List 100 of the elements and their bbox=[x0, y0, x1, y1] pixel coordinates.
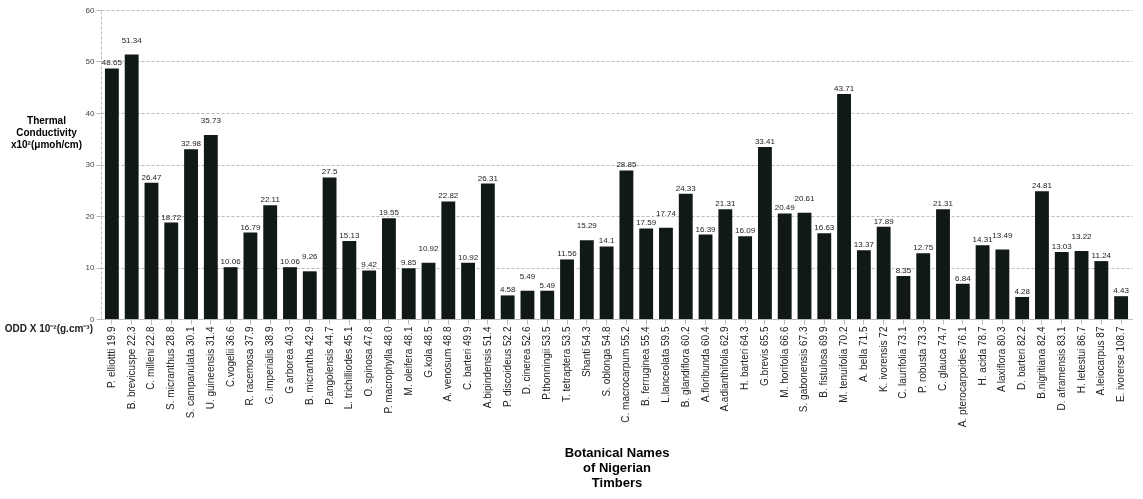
y-tick-label: 0 bbox=[90, 314, 96, 324]
data-label: 13.49 bbox=[992, 230, 1013, 240]
data-label: 16.39 bbox=[695, 224, 717, 234]
y-axis-title: Thermal Conductivity x10²(μmoh/cm) bbox=[10, 114, 83, 150]
bar bbox=[164, 222, 179, 319]
data-label: 48.65 bbox=[101, 58, 123, 68]
data-label: 11.56 bbox=[557, 249, 578, 259]
bar bbox=[995, 249, 1010, 319]
bar bbox=[184, 149, 198, 319]
data-label: 24.33 bbox=[675, 183, 697, 193]
data-label: 28.85 bbox=[616, 160, 637, 170]
data-label: 9.85 bbox=[400, 258, 418, 268]
x-tick-label: A. bella 71.5 bbox=[857, 326, 869, 383]
bar bbox=[698, 234, 713, 319]
x-tick-label: Shanti 54.3 bbox=[580, 326, 592, 378]
data-label: 43.71 bbox=[834, 83, 855, 93]
bar bbox=[560, 259, 574, 319]
data-label: 10.92 bbox=[418, 243, 440, 253]
bar bbox=[362, 270, 377, 319]
bar bbox=[382, 218, 396, 319]
bar bbox=[955, 283, 970, 319]
x-tick-label: C. glauca 74.7 bbox=[937, 326, 949, 391]
bar bbox=[342, 241, 357, 319]
bar bbox=[1054, 251, 1069, 319]
bar bbox=[619, 170, 634, 319]
bar bbox=[757, 146, 772, 319]
bar bbox=[1015, 296, 1030, 319]
x-axis-title: Botanical Names of Nigerian Timbers bbox=[564, 445, 670, 491]
data-label: 16.09 bbox=[735, 226, 756, 236]
text: ODD X 10⁻²(g.cm⁻³) bbox=[4, 323, 93, 334]
data-label: 13.37 bbox=[853, 240, 875, 250]
bar bbox=[144, 182, 159, 319]
data-label: 19.55 bbox=[378, 208, 400, 218]
x-tick-label: M. tenuifolia 70.2 bbox=[838, 326, 850, 403]
x-tick-label: R. racemosa 37.9 bbox=[244, 326, 256, 406]
data-label: 14.31 bbox=[972, 235, 994, 245]
x-tick-label: H. acida 78.7 bbox=[976, 326, 988, 386]
x-tick-label: S. oblonga 54.8 bbox=[600, 326, 612, 397]
bar bbox=[678, 193, 693, 319]
x-tick-label: L.lanceolata 59.5 bbox=[659, 326, 671, 403]
data-label: 17.74 bbox=[655, 208, 677, 218]
y-tick-label: 10 bbox=[85, 263, 96, 272]
x-tick-label: E. ivorerse 108.7 bbox=[1115, 326, 1127, 403]
data-label: 14.1 bbox=[598, 236, 615, 246]
bar bbox=[817, 233, 832, 319]
data-label: 22.11 bbox=[260, 195, 281, 205]
x-tick-label: A. pterocarpoides 76.1 bbox=[956, 326, 968, 428]
y-tick-label: 30 bbox=[85, 160, 96, 169]
x-tick-label: C.vogelii 36.6 bbox=[224, 326, 236, 388]
bar bbox=[104, 68, 119, 319]
x-tick-label: L. trichilliodes 45.1 bbox=[343, 326, 355, 410]
data-label: 35.73 bbox=[200, 115, 222, 125]
x-tick-label: B. micrantha 42.9 bbox=[303, 326, 315, 405]
bar bbox=[302, 271, 317, 319]
data-label: 20.49 bbox=[774, 203, 796, 213]
x-tick-label: G.kola 48.5 bbox=[422, 326, 434, 378]
bar bbox=[896, 276, 911, 319]
data-label: 33.41 bbox=[754, 136, 776, 146]
data-label: 24.81 bbox=[1031, 181, 1053, 191]
bar bbox=[718, 209, 733, 319]
data-label: 16.63 bbox=[814, 223, 835, 233]
bar bbox=[461, 262, 476, 319]
data-label: 4.43 bbox=[1113, 286, 1130, 296]
x-tick-label: P. discoideus 52.2 bbox=[501, 326, 513, 407]
bar bbox=[480, 183, 495, 319]
bar bbox=[659, 227, 673, 319]
x-tick-label: P. macrophylla 48.0 bbox=[382, 326, 394, 414]
x-tick-label: B.nigritiana 82.4 bbox=[1035, 326, 1047, 399]
data-label: 10.06 bbox=[279, 257, 301, 267]
x-tick-label: A.leiocarpus 87 bbox=[1095, 326, 1107, 396]
x-tick-label: P. elliottti 19.9 bbox=[105, 326, 117, 389]
y-tick-label: 40 bbox=[85, 108, 96, 118]
data-label: 51.34 bbox=[121, 35, 143, 45]
x-tick-label: D. aframensis 83.1 bbox=[1055, 326, 1067, 411]
x-tick-label: B. fistulosa 69.9 bbox=[818, 326, 830, 398]
bar bbox=[401, 268, 416, 319]
x-tick-label: G arborea 40.3 bbox=[283, 326, 295, 394]
bar bbox=[1094, 261, 1109, 319]
bar bbox=[500, 295, 515, 319]
x-tick-label: P.angolensis 44.7 bbox=[323, 326, 335, 405]
data-label: 10.06 bbox=[220, 257, 242, 267]
x-tick-label: S. micranthus 28.8 bbox=[165, 326, 177, 410]
bar bbox=[441, 201, 456, 319]
x-tick-label: G.brevis 65.5 bbox=[758, 326, 770, 386]
x-tick-label: M. horifolia 66.6 bbox=[778, 326, 790, 398]
data-label: 17.59 bbox=[636, 218, 657, 228]
data-label: 15.13 bbox=[339, 231, 360, 241]
data-label: 4.58 bbox=[499, 285, 516, 295]
bar bbox=[738, 236, 753, 319]
data-label: 15.29 bbox=[576, 221, 598, 231]
x-tick-label: C. barteri 49.9 bbox=[462, 326, 474, 390]
data-label: 32.98 bbox=[181, 139, 202, 149]
x-tick-label: A. venosum 48.8 bbox=[442, 326, 454, 402]
x-tick-label: T. tetraptera 53.5 bbox=[561, 326, 573, 403]
bar bbox=[936, 209, 950, 319]
bar bbox=[1074, 250, 1089, 319]
data-label: 26.31 bbox=[477, 173, 499, 183]
data-label: 5.49 bbox=[539, 280, 556, 290]
x-tick-label: O. spinosa 47.8 bbox=[363, 326, 375, 397]
bar bbox=[243, 232, 258, 319]
